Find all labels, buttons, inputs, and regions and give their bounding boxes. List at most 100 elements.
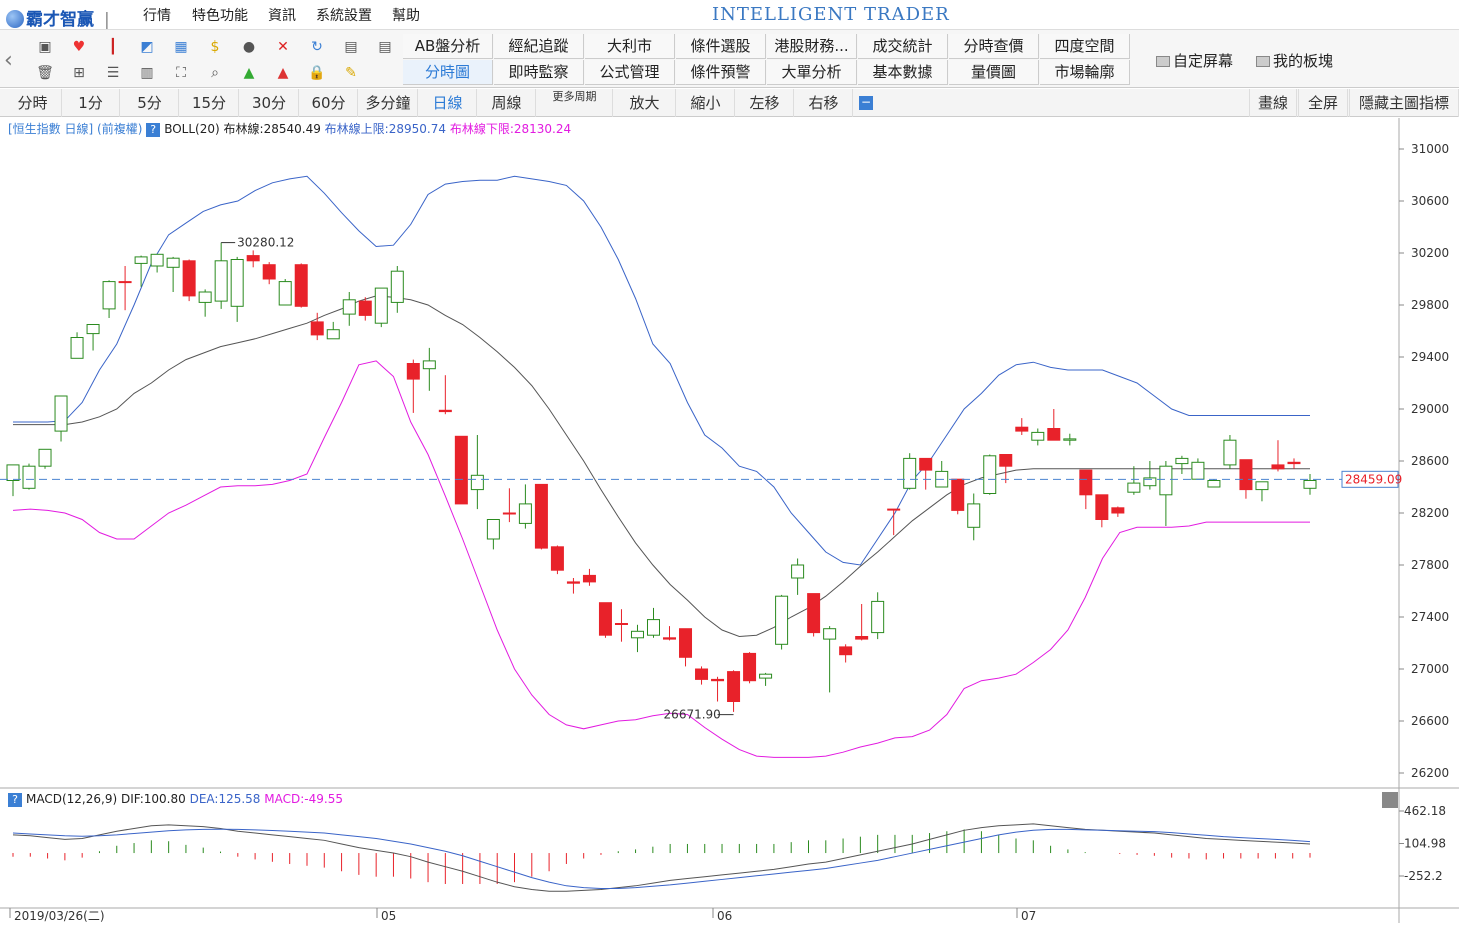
date-tick-label: 06 (717, 909, 732, 923)
menu-info[interactable]: 資訊 (268, 8, 296, 24)
period-9[interactable]: 更多周期 (537, 89, 613, 117)
function-button[interactable]: 四度空間 (1040, 34, 1130, 59)
add-window-icon[interactable]: ⊞ (73, 65, 85, 81)
candle-body (550, 546, 564, 571)
window-icon[interactable]: ▣ (38, 39, 52, 55)
function-button[interactable]: 大利市 (585, 34, 675, 59)
custom-screen-label: 自定屏幕 (1173, 52, 1234, 70)
candle-body (871, 600, 885, 634)
disk-icon[interactable]: ● (242, 39, 256, 55)
coin-icon[interactable]: $ (210, 39, 220, 55)
period-8[interactable]: 周線 (478, 89, 536, 117)
function-button[interactable]: 大單分析 (767, 60, 857, 85)
candle-body (1095, 494, 1109, 520)
candle (711, 676, 725, 702)
function-button[interactable]: 分時圖 (403, 60, 493, 85)
period-12[interactable]: 左移 (736, 89, 794, 117)
menu-features[interactable]: 特色功能 (192, 8, 248, 24)
adjust-label: (前複權) (97, 122, 143, 136)
heart-icon[interactable]: ♥ (72, 39, 86, 55)
candle-body (999, 454, 1013, 467)
function-button[interactable]: 港股財務... (767, 34, 857, 59)
period-2[interactable]: 5分 (121, 89, 179, 117)
period-3[interactable]: 15分 (180, 89, 239, 117)
candlestick-icon[interactable]: ┃ (108, 39, 118, 55)
price-tick-label: 29400 (1411, 350, 1449, 364)
function-button[interactable]: 條件選股 (676, 34, 766, 59)
period-0[interactable]: 分時 (4, 89, 62, 117)
stop-icon[interactable]: ✕ (277, 39, 289, 55)
period-5[interactable]: 60分 (300, 89, 358, 117)
candle-body (919, 457, 933, 471)
collapse-minus-icon[interactable]: − (859, 95, 873, 110)
price-tick-label: 27400 (1411, 610, 1449, 624)
function-button[interactable]: 分時查價 (949, 34, 1039, 59)
help-icon[interactable]: ? (146, 123, 161, 137)
candle (598, 602, 612, 638)
save-icon[interactable]: ▤ (344, 39, 358, 55)
function-button[interactable]: AB盤分析 (403, 34, 493, 59)
candle (1255, 481, 1269, 502)
period-1[interactable]: 1分 (62, 89, 120, 117)
period-7[interactable]: 日線 (419, 89, 477, 117)
boll-lower-label: 布林線下限:28130.24 (449, 122, 572, 136)
add-formula-icon[interactable]: ▲ (243, 65, 255, 81)
kline-chart[interactable]: 31000 30600 30200 29800 29400 29000 28600 28200… (0, 118, 1459, 923)
rows-icon[interactable]: ☰ (106, 65, 120, 81)
function-button[interactable]: 條件預警 (676, 60, 766, 85)
period-10[interactable]: 放大 (614, 89, 676, 117)
period-4[interactable]: 30分 (240, 89, 299, 117)
macd-help-icon[interactable]: ? (8, 793, 22, 807)
chart-icon[interactable]: ◩ (140, 39, 154, 55)
chart-tool-2[interactable]: 隱藏主圖指標 (1349, 89, 1459, 117)
candle (54, 395, 68, 442)
candle (182, 259, 196, 302)
candle (1207, 479, 1221, 488)
candle (1287, 458, 1301, 469)
settings-gear-icon[interactable] (1382, 792, 1398, 808)
candle-body (1127, 482, 1141, 493)
candle (855, 604, 869, 641)
function-button[interactable]: 市場輪廓 (1040, 60, 1130, 85)
columns-icon[interactable]: ▥ (140, 65, 154, 81)
menu-settings[interactable]: 系統設置 (316, 8, 372, 24)
function-button[interactable]: 基本數據 (858, 60, 948, 85)
period-11[interactable]: 縮小 (677, 89, 735, 117)
pencil-icon[interactable]: ✎ (345, 65, 357, 81)
candle (839, 644, 853, 663)
custom-screen-button[interactable]: 自定屏幕 (1156, 50, 1233, 71)
candle-body (182, 260, 196, 297)
my-sector-button[interactable]: 我的板塊 (1256, 50, 1333, 71)
candle (86, 324, 100, 351)
boll-mid-line (13, 295, 1310, 638)
function-button[interactable]: 成交統計 (858, 34, 948, 59)
candle-body (791, 564, 805, 579)
menu-quotes[interactable]: 行情 (143, 8, 171, 24)
period-13[interactable]: 右移 (795, 89, 853, 117)
lock-icon[interactable]: 🔒 (308, 65, 326, 81)
macd-info: ? MACD(12,26,9) DIF:100.80 DEA:125.58 MAC… (8, 792, 343, 807)
alert-formula-icon[interactable]: ▲ (277, 65, 289, 81)
candle-body (1287, 461, 1301, 465)
fullscreen-icon[interactable]: ⛶ (176, 65, 186, 81)
search-chart-icon[interactable]: ⌕ (211, 65, 219, 81)
period-6[interactable]: 多分鐘 (359, 89, 418, 117)
grid-icon[interactable]: ▦ (174, 39, 188, 55)
candle (951, 478, 965, 515)
trash-icon[interactable]: 🗑 (36, 65, 54, 81)
function-button[interactable]: 量價圖 (949, 60, 1039, 85)
candle-body (1143, 477, 1157, 487)
function-button[interactable]: 公式管理 (585, 60, 675, 85)
chart-tool-0[interactable]: 畫線 (1249, 89, 1297, 117)
candle-body (1271, 464, 1285, 470)
menu-help[interactable]: 幫助 (392, 8, 420, 24)
back-arrow-icon[interactable]: ‹ (4, 48, 13, 73)
candle (743, 652, 757, 684)
save-as-icon[interactable]: ▤ (378, 39, 392, 55)
chart-tool-1[interactable]: 全屏 (1298, 89, 1348, 117)
candle-body (1079, 469, 1093, 496)
function-button[interactable]: 即時監察 (494, 60, 584, 85)
function-button[interactable]: 經紀追蹤 (494, 34, 584, 59)
candle-body (679, 628, 693, 658)
refresh-icon[interactable]: ↻ (311, 39, 323, 55)
